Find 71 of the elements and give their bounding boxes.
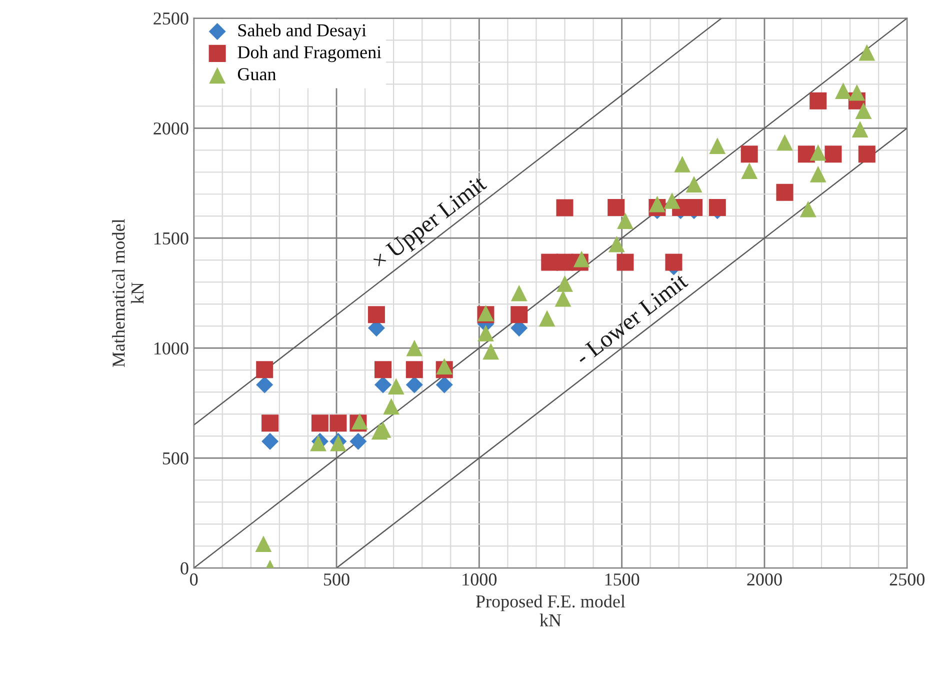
point (616, 254, 634, 271)
point (350, 432, 367, 450)
point (330, 414, 347, 432)
point (388, 378, 404, 395)
x-tick-label: 0 (190, 573, 198, 586)
point (810, 144, 826, 161)
point (374, 361, 392, 378)
point (858, 44, 876, 61)
point (852, 121, 868, 138)
point (510, 284, 528, 302)
point (608, 199, 625, 216)
point (256, 376, 274, 394)
point (741, 162, 758, 180)
point (608, 236, 625, 252)
point (740, 146, 758, 163)
point (858, 146, 876, 163)
point (262, 432, 279, 450)
point (776, 184, 794, 201)
y-tick-label: 1500 (154, 232, 188, 245)
x-tick-label: 500 (324, 573, 350, 586)
point (256, 361, 274, 378)
point (855, 102, 872, 119)
point (311, 414, 328, 432)
point (436, 376, 453, 394)
point (262, 414, 279, 432)
point (674, 156, 691, 172)
point (406, 340, 423, 356)
legend-label: Guan (238, 68, 276, 80)
point (554, 290, 572, 307)
point (478, 324, 494, 342)
point (617, 212, 634, 229)
point (798, 146, 815, 163)
point (406, 376, 423, 394)
point (255, 536, 272, 552)
point (510, 306, 528, 324)
point (573, 250, 590, 268)
point (709, 138, 726, 154)
x-axis-title: Proposed F.E. model kN (476, 594, 626, 626)
x-tick-label: 1000 (462, 573, 497, 586)
point (708, 199, 726, 216)
point (664, 192, 680, 209)
point (686, 176, 702, 192)
point (538, 310, 556, 327)
point (556, 275, 573, 292)
point (800, 200, 816, 218)
y-axis-title: Mathematical model kN (112, 219, 144, 368)
point (368, 306, 385, 324)
y-tick-label: 500 (162, 452, 188, 464)
point (665, 254, 682, 271)
point (834, 82, 852, 99)
point (810, 166, 826, 182)
y-tick-label: 0 (180, 562, 188, 574)
point (482, 343, 500, 360)
point (776, 134, 793, 151)
x-tick-label: 1500 (605, 573, 640, 586)
x-tick-label: 2000 (747, 573, 782, 586)
point (848, 84, 866, 101)
point (824, 146, 842, 163)
point (648, 196, 666, 212)
point (810, 92, 827, 110)
point (436, 358, 453, 375)
legend-label: Doh and Fragomeni (238, 46, 382, 62)
y-tick-label: 1000 (154, 342, 188, 355)
x-tick-label: 2500 (890, 573, 924, 586)
y-tick-label: 2500 (154, 12, 188, 25)
point (556, 199, 574, 216)
point (383, 398, 400, 415)
point (406, 361, 423, 378)
point (374, 376, 392, 394)
y-tick-label: 2000 (154, 122, 188, 135)
legend-label: Saheb and Desayi (238, 24, 366, 40)
